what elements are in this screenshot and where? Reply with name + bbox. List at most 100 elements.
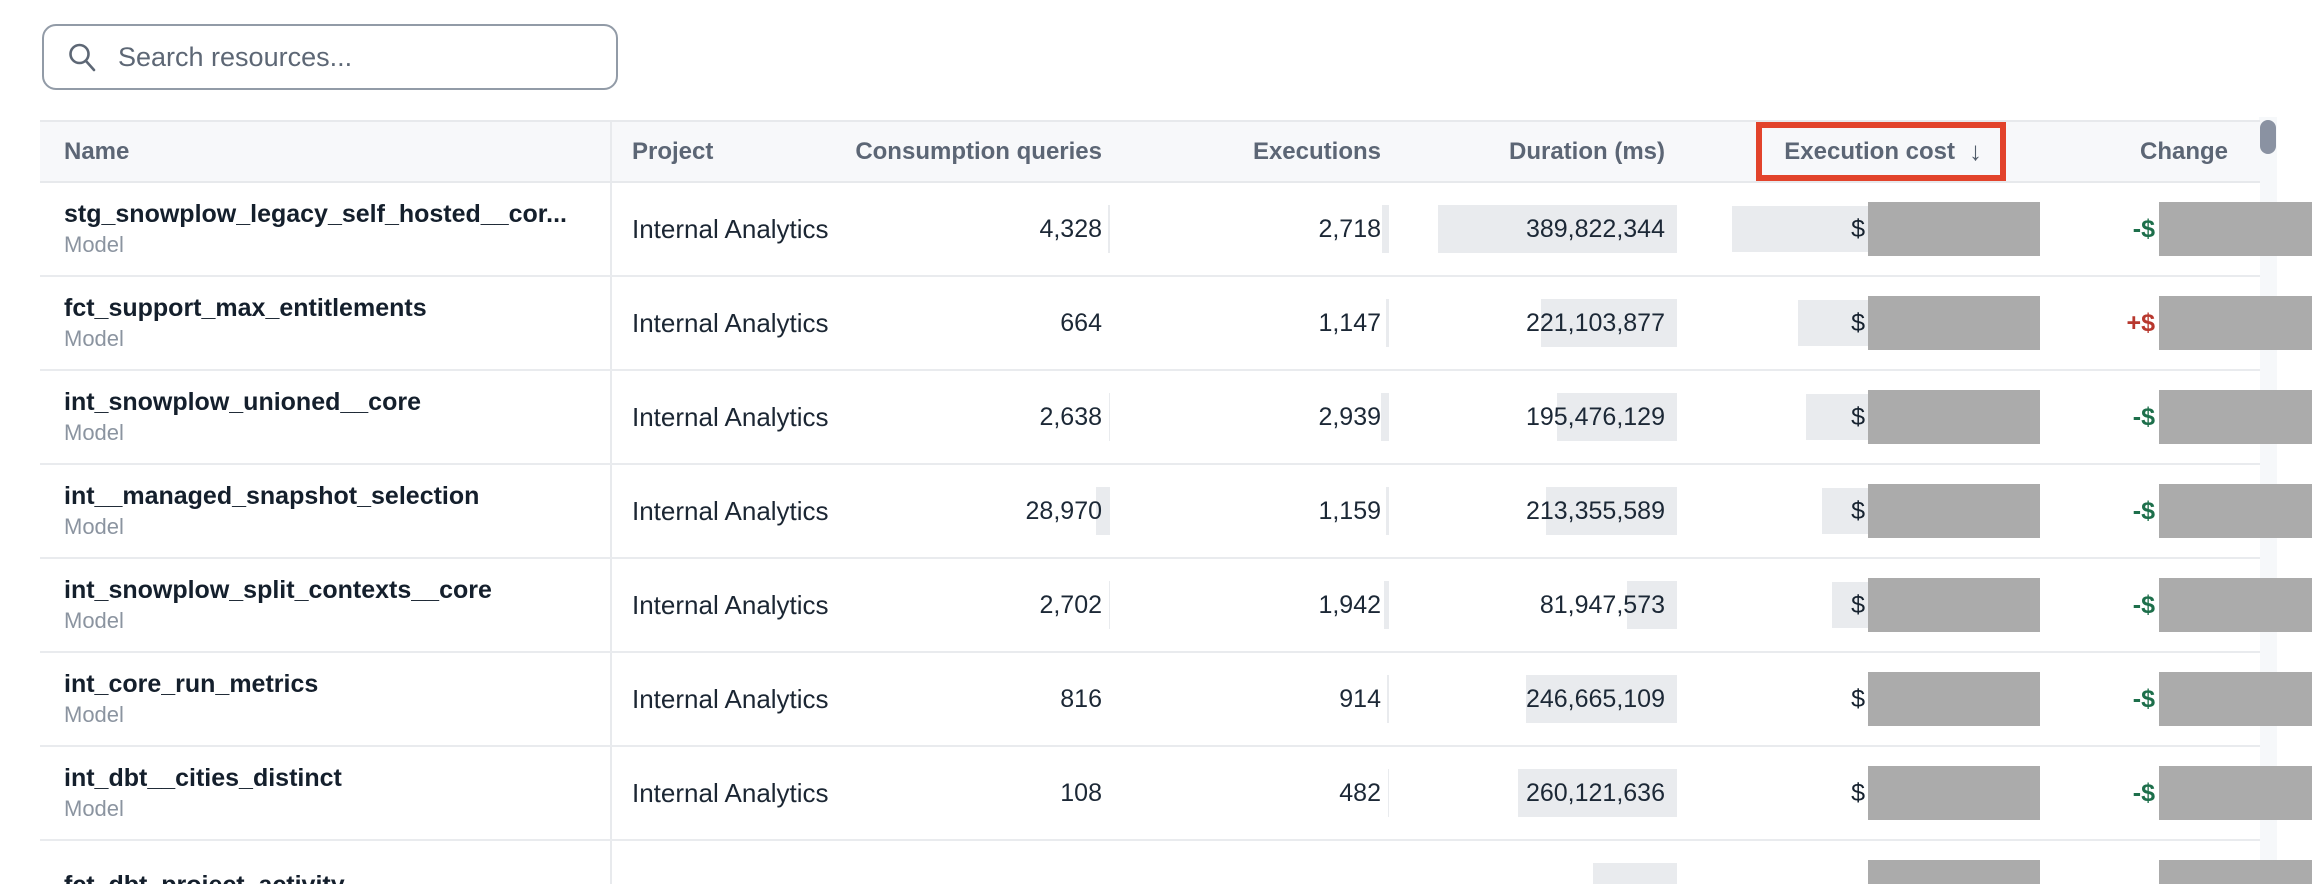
search-box [42, 24, 618, 90]
inline-value-bar [1109, 581, 1110, 629]
execution-cost-cell: $ [1677, 747, 2045, 839]
table-row[interactable]: fct_dbt_project_activity [40, 841, 2312, 884]
inline-value-bar [1526, 675, 1677, 723]
table-row[interactable]: stg_snowplow_legacy_self_hosted__cor... … [40, 183, 2312, 277]
duration-cell [1390, 841, 1677, 884]
currency-prefix: $ [1851, 214, 1865, 243]
duration-cell: 246,665,109 [1390, 653, 1677, 745]
resource-name[interactable]: int_snowplow_split_contexts__core [64, 576, 492, 604]
column-header-label: Project [632, 137, 714, 165]
table-row[interactable]: int_snowplow_unioned__core Model Interna… [40, 371, 2312, 465]
inline-value-bar [1386, 299, 1389, 347]
currency-prefix: $ [1851, 308, 1865, 337]
inline-value-bar [1387, 675, 1389, 723]
change-sign: -$ [2132, 684, 2155, 713]
column-header-executions[interactable]: Executions [1112, 122, 1390, 181]
change-cell: -$ [2045, 559, 2312, 651]
project-cell: Internal Analytics [612, 371, 852, 463]
redacted-cost-value [1868, 484, 2040, 538]
inline-value-bar [1096, 487, 1110, 535]
project-cell: Internal Analytics [612, 747, 852, 839]
resource-name[interactable]: fct_dbt_project_activity [64, 871, 345, 884]
redacted-change-value [2159, 484, 2312, 538]
column-header-name[interactable]: Name [40, 122, 612, 181]
redacted-change-value [2159, 296, 2312, 350]
currency-prefix: $ [1851, 402, 1865, 431]
change-cell: +$ [2045, 277, 2312, 369]
executions-cell [1112, 841, 1390, 884]
consumption-queries-cell: 108 [1060, 778, 1102, 807]
vertical-scrollbar-thumb[interactable] [2260, 120, 2276, 154]
resource-name[interactable]: fct_support_max_entitlements [64, 294, 427, 322]
change-cell: -$ [2045, 747, 2312, 839]
resource-name[interactable]: int_snowplow_unioned__core [64, 388, 421, 416]
resource-name-cell: int_snowplow_split_contexts__core Model [40, 559, 612, 651]
column-header-consumption-queries[interactable]: Consumption queries [852, 122, 1112, 181]
project-cell: Internal Analytics [612, 277, 852, 369]
redacted-change-value [2159, 578, 2312, 632]
resource-name[interactable]: int_core_run_metrics [64, 670, 319, 698]
table-row[interactable]: int_dbt__cities_distinct Model Internal … [40, 747, 2312, 841]
duration-cell: 221,103,877 [1390, 277, 1677, 369]
project-name: Internal Analytics [632, 683, 829, 714]
execution-cost-cell: $ [1677, 371, 2045, 463]
change-cell: -$ [2045, 371, 2312, 463]
project-name: Internal Analytics [632, 495, 829, 526]
column-header-label: Name [64, 137, 130, 165]
change-sign: -$ [2132, 214, 2155, 243]
resource-name[interactable]: int__managed_snapshot_selection [64, 482, 480, 510]
inline-value-bar [1546, 487, 1677, 535]
execution-cost-cell: $ [1677, 559, 2045, 651]
redacted-cost-value [1868, 202, 2040, 256]
resource-name-cell: int__managed_snapshot_selection Model [40, 465, 612, 557]
inline-value-bar [1627, 581, 1677, 629]
resource-type-label: Model [64, 514, 124, 539]
inline-value-bar: $ [1806, 394, 1868, 440]
column-header-project[interactable]: Project [612, 122, 852, 181]
redacted-cost-value [1868, 390, 2040, 444]
duration-cell: 213,355,589 [1390, 465, 1677, 557]
table-row[interactable]: int__managed_snapshot_selection Model In… [40, 465, 2312, 559]
currency-prefix: $ [1851, 590, 1865, 619]
table-row[interactable]: fct_support_max_entitlements Model Inter… [40, 277, 2312, 371]
table-row[interactable]: int_core_run_metrics Model Internal Anal… [40, 653, 2312, 747]
inline-value-bar [1386, 487, 1389, 535]
project-cell [612, 841, 852, 884]
inline-value-bar: $ [1851, 779, 1868, 808]
table-row[interactable]: int_snowplow_split_contexts__core Model … [40, 559, 2312, 653]
redacted-change-value [2159, 390, 2312, 444]
execution-cost-cell: $ [1677, 465, 2045, 557]
execution-cost-cell: $ [1677, 653, 2045, 745]
redacted-cost-value [1868, 672, 2040, 726]
sort-descending-icon: ↓ [1969, 136, 1982, 166]
currency-prefix: $ [1851, 496, 1865, 525]
column-header-execution-cost[interactable]: Execution cost ↓ [1677, 122, 2045, 181]
change-cell [2045, 841, 2312, 884]
executions-cell: 2,718 [1112, 183, 1390, 275]
change-sign: -$ [2132, 496, 2155, 525]
resource-name[interactable]: stg_snowplow_legacy_self_hosted__cor... [64, 200, 567, 228]
column-header-label: Execution cost [1784, 137, 1955, 165]
search-input[interactable] [42, 24, 618, 90]
consumption-queries-cell [852, 841, 1112, 884]
redacted-change-value [2159, 766, 2312, 820]
column-header-duration[interactable]: Duration (ms) [1390, 122, 1677, 181]
resource-name[interactable]: int_dbt__cities_distinct [64, 764, 342, 792]
inline-value-bar [1382, 205, 1389, 253]
project-name: Internal Analytics [632, 213, 829, 244]
inline-value-bar [1388, 769, 1389, 817]
column-header-change[interactable]: Change [2045, 122, 2260, 181]
resource-name-cell: int_dbt__cities_distinct Model [40, 747, 612, 839]
resource-name-cell: int_snowplow_unioned__core Model [40, 371, 612, 463]
column-header-label: Consumption queries [855, 137, 1102, 165]
execution-cost-highlight-box: Execution cost ↓ [1756, 122, 2006, 181]
column-header-label: Duration (ms) [1509, 137, 1665, 165]
redacted-change-value [2159, 860, 2312, 884]
resource-type-label: Model [64, 420, 124, 445]
project-cell: Internal Analytics [612, 559, 852, 651]
inline-value-bar [1438, 205, 1677, 253]
project-name: Internal Analytics [632, 777, 829, 808]
inline-value-bar [1518, 769, 1677, 817]
duration-cell: 260,121,636 [1390, 747, 1677, 839]
inline-value-bar [1381, 393, 1389, 441]
